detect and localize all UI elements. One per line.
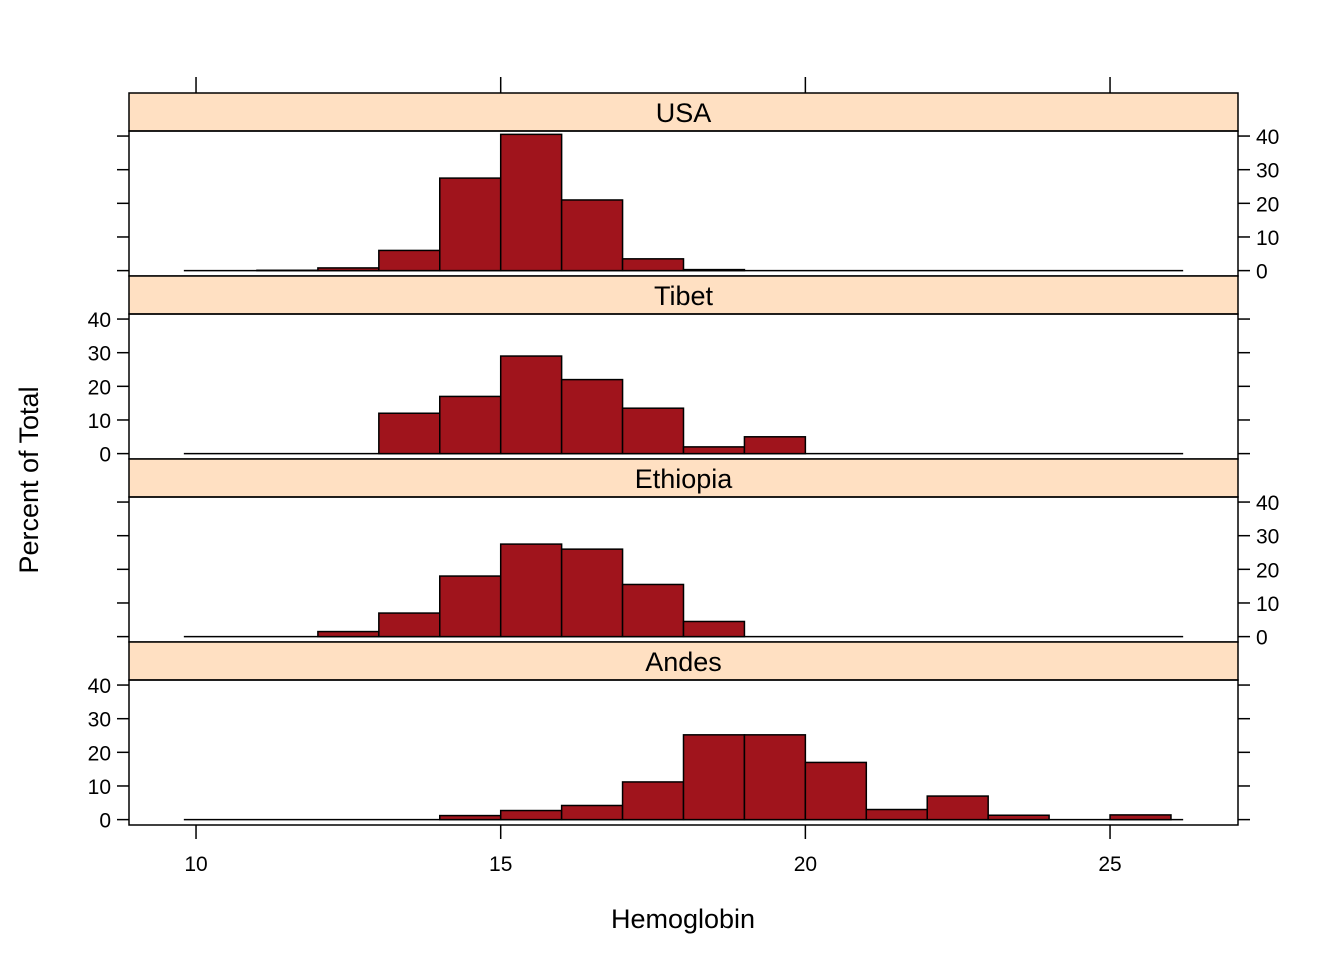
y-tick-label: 30 bbox=[1256, 160, 1279, 183]
bar bbox=[499, 809, 563, 821]
bar bbox=[621, 258, 685, 272]
bar bbox=[317, 630, 380, 638]
bar bbox=[499, 133, 563, 272]
bar bbox=[621, 781, 685, 821]
strip-label-usa: USA bbox=[656, 98, 712, 128]
x-tick-label: 10 bbox=[184, 853, 207, 876]
bar bbox=[621, 583, 685, 638]
strip-andes bbox=[128, 641, 1239, 681]
bar bbox=[439, 177, 502, 272]
y-tick-label: 10 bbox=[1256, 593, 1279, 616]
bar bbox=[804, 761, 868, 821]
panel-tibet: Tibet 0 10 20 30 40 bbox=[88, 275, 1250, 467]
bar bbox=[439, 395, 502, 455]
y-tick-label: 0 bbox=[1256, 261, 1268, 284]
bar bbox=[926, 795, 989, 821]
y-tick-label: 10 bbox=[1256, 227, 1279, 250]
bar bbox=[865, 808, 928, 821]
panels-group: USA 0 10 20 30 40 Tibet 0 10 20 30 40 Ethiopia 0 10 20 3… bbox=[88, 92, 1279, 833]
bar bbox=[743, 436, 807, 455]
bar bbox=[378, 412, 441, 455]
y-tick-label: 20 bbox=[88, 376, 111, 399]
y-tick-label: 20 bbox=[88, 742, 111, 765]
strip-tibet bbox=[128, 275, 1239, 315]
bar bbox=[317, 267, 380, 272]
y-tick-label: 40 bbox=[88, 309, 111, 332]
y-tick-label: 0 bbox=[99, 444, 111, 467]
y-tick-label: 20 bbox=[1256, 193, 1279, 216]
bar bbox=[560, 378, 624, 455]
bar bbox=[378, 249, 441, 272]
y-tick-label: 20 bbox=[1256, 559, 1279, 582]
y-axis-title: Percent of Total bbox=[14, 386, 44, 573]
x-axis: 10 15 20 25 bbox=[184, 77, 1122, 876]
y-tick-label: 10 bbox=[88, 776, 111, 799]
strip-ethiopia bbox=[128, 458, 1239, 498]
bar bbox=[439, 814, 502, 821]
bar bbox=[682, 446, 746, 455]
panel-ethiopia: Ethiopia 0 10 20 30 40 bbox=[117, 458, 1279, 650]
y-tick-label: 0 bbox=[99, 810, 111, 833]
y-tick-label: 30 bbox=[88, 343, 111, 366]
bar bbox=[499, 543, 563, 638]
bar bbox=[743, 734, 807, 821]
bar bbox=[682, 734, 746, 821]
bar bbox=[560, 804, 624, 821]
y-tick-label: 40 bbox=[88, 675, 111, 698]
bar bbox=[378, 612, 441, 638]
bar bbox=[439, 575, 502, 638]
x-axis-title: Hemoglobin bbox=[611, 904, 755, 934]
strip-label-tibet: Tibet bbox=[654, 281, 714, 311]
y-tick-label: 10 bbox=[88, 410, 111, 433]
bar bbox=[621, 407, 685, 455]
bar bbox=[987, 814, 1050, 821]
y-tick-label: 30 bbox=[1256, 526, 1279, 549]
y-tick-label: 40 bbox=[1256, 492, 1279, 515]
y-tick-label: 30 bbox=[88, 709, 111, 732]
x-tick-label: 15 bbox=[489, 853, 512, 876]
bar bbox=[560, 548, 624, 638]
bar bbox=[682, 620, 746, 638]
x-tick-label: 20 bbox=[794, 853, 817, 876]
bar bbox=[560, 199, 624, 272]
y-tick-label: 40 bbox=[1256, 126, 1279, 149]
strip-usa bbox=[128, 92, 1239, 132]
panel-usa: USA 0 10 20 30 40 bbox=[117, 92, 1279, 284]
panel-andes: Andes 0 10 20 30 40 bbox=[88, 641, 1250, 833]
bar bbox=[1109, 814, 1172, 821]
plot-frame-usa bbox=[128, 130, 1239, 277]
x-tick-label: 25 bbox=[1098, 853, 1121, 876]
bar bbox=[682, 268, 746, 272]
bar bbox=[499, 355, 563, 455]
strip-label-andes: Andes bbox=[645, 647, 722, 677]
strip-label-ethiopia: Ethiopia bbox=[635, 464, 734, 494]
y-tick-label: 0 bbox=[1256, 627, 1268, 650]
